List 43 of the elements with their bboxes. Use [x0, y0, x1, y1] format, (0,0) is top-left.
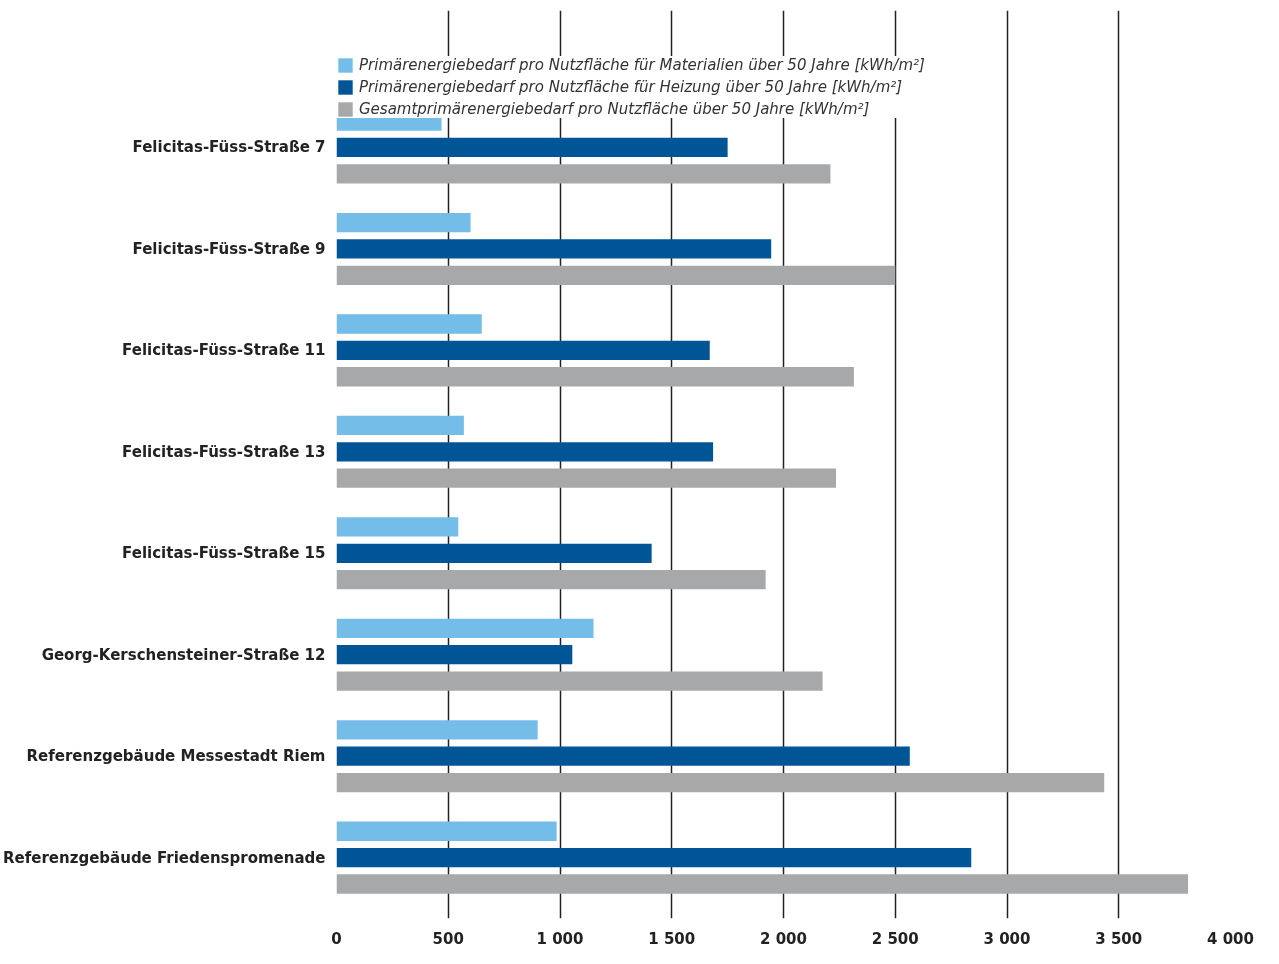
y-tick-label: Felicitas-Füss-Straße 7 — [132, 138, 326, 157]
bar — [336, 618, 594, 638]
bar — [336, 415, 464, 436]
x-tick-label: 500 — [432, 929, 464, 948]
bar — [336, 570, 766, 590]
bar — [336, 239, 772, 259]
bar — [336, 772, 1105, 793]
y-tick-label: Felicitas-Füss-Straße 9 — [132, 239, 326, 258]
y-tick-label: Referenzgebäude Messestadt Riem — [26, 747, 326, 766]
y-tick-label: Felicitas-Füss-Straße 15 — [122, 544, 326, 563]
bar — [336, 137, 728, 158]
bar — [336, 645, 573, 665]
x-tick-label: 2 000 — [760, 929, 807, 948]
legend-label: Primärenergiebedarf pro Nutzfläche für Materialien über 50 Jahre [kWh/m²] — [359, 56, 925, 74]
bar — [336, 821, 557, 841]
bar — [336, 164, 831, 184]
bar — [336, 847, 972, 868]
bar — [336, 720, 538, 740]
y-tick-label: Felicitas-Füss-Straße 11 — [122, 341, 326, 360]
bar — [336, 442, 714, 462]
x-tick-label: 0 — [331, 929, 342, 948]
bar — [336, 314, 482, 334]
x-tick-label: 3 500 — [1095, 929, 1143, 948]
y-tick-label: Georg-Kerschensteiner-Straße 12 — [41, 645, 326, 664]
bar — [336, 671, 823, 691]
x-tick-label: 1 000 — [536, 929, 584, 948]
x-tick-label: 4 000 — [1207, 929, 1254, 948]
bar — [336, 212, 471, 233]
bar — [336, 265, 896, 285]
y-tick-label: Referenzgebäude Friedenspromenade — [3, 848, 326, 867]
bar — [336, 340, 710, 360]
x-tick-label: 2 500 — [871, 929, 919, 948]
x-tick-label: 3 000 — [983, 929, 1031, 948]
legend-label: Gesamtprimärenergiebedarf pro Nutzfläche über 50 Jahre [kWh/m²] — [359, 100, 870, 118]
bar — [336, 517, 459, 537]
y-tick-label: Felicitas-Füss-Straße 13 — [122, 442, 326, 461]
x-tick-label: 1 500 — [648, 929, 696, 948]
bar — [336, 543, 652, 563]
bar — [336, 746, 910, 766]
bar — [336, 367, 854, 387]
bar — [336, 874, 1189, 894]
bar — [336, 468, 837, 488]
legend-label: Primärenergiebedarf pro Nutzfläche für Heizung über 50 Jahre [kWh/m²] — [359, 78, 903, 96]
